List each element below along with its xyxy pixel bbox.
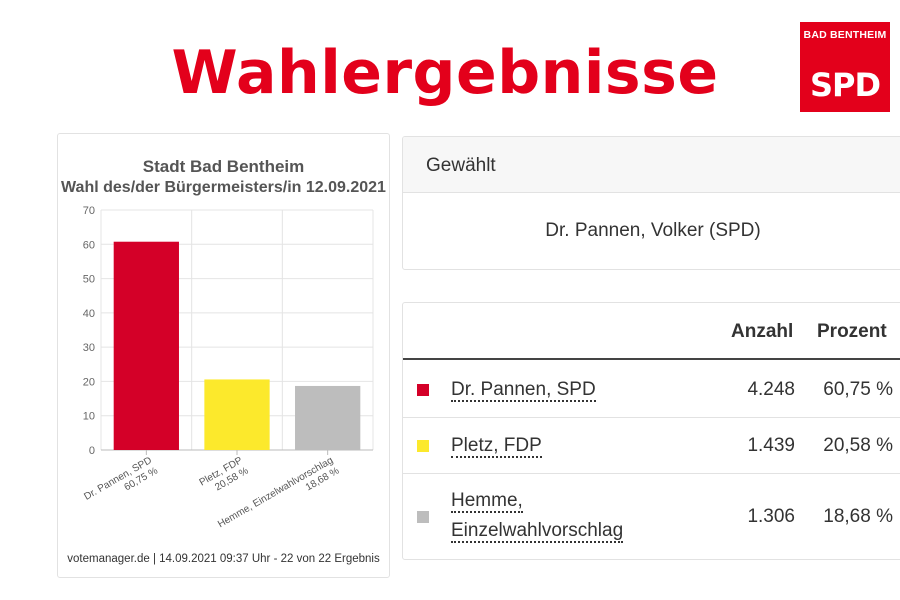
y-tick-label: 70 <box>83 205 95 217</box>
candidate-link[interactable]: Pletz, FDP <box>451 431 542 461</box>
elected-panel: Gewählt Dr. Pannen, Volker (SPD) <box>402 136 900 270</box>
y-tick-label: 30 <box>83 342 95 354</box>
table-row: Pletz, FDP 1.439 20,58 % <box>403 418 900 474</box>
x-tick-label: Pletz, FDP20,58 % <box>198 455 251 499</box>
y-tick-label: 40 <box>83 308 95 320</box>
candidate-name-line-1[interactable]: Hemme, <box>451 490 523 513</box>
votes-percent: 20,58 % <box>823 435 893 456</box>
y-tick-label: 50 <box>83 274 95 286</box>
elected-header-label: Gewählt <box>426 155 496 176</box>
candidate-name-line-2[interactable]: Einzelwahlvorschlag <box>451 520 624 543</box>
candidate-name[interactable]: Pletz, FDP <box>451 435 542 458</box>
column-header-anzahl: Anzahl <box>731 321 794 342</box>
chart-title: Stadt Bad Bentheim <box>142 157 305 176</box>
bar <box>113 241 179 450</box>
results-table: Anzahl Prozent Dr. Pannen, SPD 4.248 60,… <box>402 302 900 560</box>
y-tick-label: 10 <box>83 411 95 423</box>
votes-count: 1.306 <box>747 506 795 527</box>
chart-subtitle: Wahl des/der Bürgermeisters/in 12.09.202… <box>61 179 386 196</box>
chart-panel: Stadt Bad Bentheim Wahl des/der Bürgerme… <box>57 133 390 578</box>
y-tick-label: 60 <box>83 239 95 251</box>
votes-percent: 18,68 % <box>823 506 893 527</box>
column-header-prozent: Prozent <box>817 321 887 342</box>
bar <box>295 385 361 450</box>
x-tick-label: Dr. Pannen, SPD60,75 % <box>82 455 160 513</box>
candidate-link[interactable]: Dr. Pannen, SPD <box>451 375 596 405</box>
color-swatch <box>417 384 429 396</box>
elected-candidate: Dr. Pannen, Volker (SPD) <box>545 220 761 241</box>
y-tick-label: 0 <box>89 445 95 457</box>
bar-chart: 0 10 20 30 40 50 60 70 Dr. Pannen, SPD60,75 % Ple… <box>82 205 374 530</box>
color-swatch <box>417 511 429 523</box>
y-tick-label: 20 <box>83 376 95 388</box>
color-swatch <box>417 440 429 452</box>
votes-percent: 60,75 % <box>823 379 893 400</box>
candidate-link[interactable]: Hemme, Einzelwahlvorschlag <box>451 486 624 546</box>
candidate-name[interactable]: Dr. Pannen, SPD <box>451 379 596 402</box>
votes-count: 4.248 <box>747 379 795 400</box>
chart-source: votemanager.de | 14.09.2021 09:37 Uhr - … <box>67 553 380 565</box>
logo-party-text: SPD <box>809 66 881 104</box>
spd-logo: BAD BENTHEIM SPD <box>800 22 890 112</box>
results-table-header: Anzahl Prozent <box>403 303 900 360</box>
elected-header: Gewählt <box>403 137 900 193</box>
bar <box>204 379 270 450</box>
table-row: Dr. Pannen, SPD 4.248 60,75 % <box>403 362 900 418</box>
votes-count: 1.439 <box>747 435 795 456</box>
logo-location-text: BAD BENTHEIM <box>803 29 887 41</box>
page-headline: Wahlergebnisse <box>171 38 719 108</box>
table-row: Hemme, Einzelwahlvorschlag 1.306 18,68 % <box>403 474 900 559</box>
